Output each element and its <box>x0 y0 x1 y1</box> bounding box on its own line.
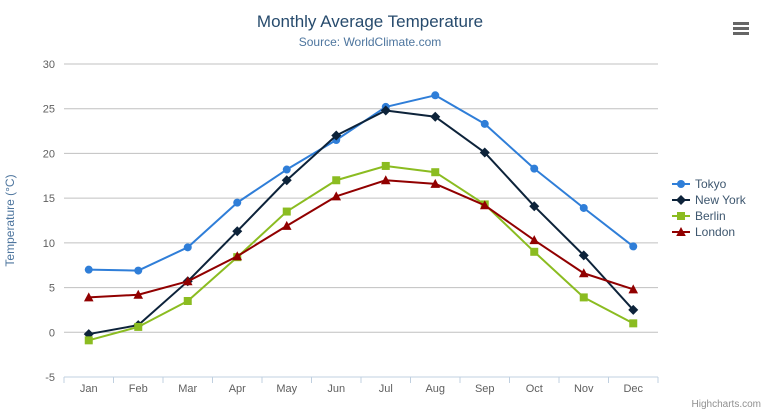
legend-marker <box>676 195 686 205</box>
series-point-london[interactable] <box>380 175 391 185</box>
series-point-berlin[interactable] <box>84 336 93 345</box>
diamond-icon <box>672 195 690 205</box>
series-point-new-york[interactable] <box>479 147 490 158</box>
series-point-tokyo[interactable] <box>282 165 291 174</box>
series-point-london[interactable] <box>281 220 292 230</box>
square-icon <box>672 212 690 220</box>
y-axis-label: -5 <box>45 372 55 384</box>
y-axis-label: 5 <box>49 283 55 295</box>
x-axis-label: Sep <box>475 383 495 395</box>
x-axis-label: Mar <box>178 383 197 395</box>
x-axis-label: Apr <box>229 383 246 395</box>
y-axis-label: 10 <box>43 238 55 250</box>
y-axis-label: 30 <box>43 59 55 71</box>
series-point-london[interactable] <box>430 178 441 188</box>
series-point-london[interactable] <box>479 200 490 210</box>
series-point-london[interactable] <box>628 284 639 294</box>
series-point-london[interactable] <box>578 268 589 278</box>
series-point-berlin[interactable] <box>431 168 440 177</box>
series-point-london[interactable] <box>133 289 144 299</box>
y-axis-label: 0 <box>49 327 55 339</box>
series-point-tokyo[interactable] <box>134 266 143 275</box>
series-point-berlin[interactable] <box>629 319 638 328</box>
chart-subtitle: Source: WorldClimate.com <box>298 35 442 49</box>
series-point-london[interactable] <box>232 251 243 261</box>
series-point-new-york[interactable] <box>232 226 243 237</box>
hamburger-icon <box>733 31 749 35</box>
y-axis-label: 25 <box>43 104 55 116</box>
legend: Tokyo New York Berlin London <box>672 176 746 240</box>
legend-label: London <box>695 225 736 239</box>
series-point-london[interactable] <box>331 191 342 201</box>
x-axis-label: Jul <box>379 383 393 395</box>
x-axis-label: Dec <box>623 383 643 395</box>
x-axis-label: Jun <box>327 383 345 395</box>
series-point-tokyo[interactable] <box>233 198 242 207</box>
y-axis-title: Temperature (°C) <box>3 174 17 266</box>
hamburger-icon <box>733 26 749 30</box>
series-point-tokyo[interactable] <box>480 119 489 128</box>
legend-item-new-york[interactable]: New York <box>672 192 746 208</box>
x-axis-label: May <box>276 383 297 395</box>
series-point-berlin[interactable] <box>282 207 291 216</box>
series-point-berlin[interactable] <box>530 247 539 256</box>
x-axis-label: Feb <box>129 383 148 395</box>
x-axis-label: Oct <box>526 383 543 395</box>
legend-label: Tokyo <box>695 177 727 191</box>
legend-marker <box>677 212 685 220</box>
legend-label: Berlin <box>695 209 726 223</box>
series-line-london <box>88 179 634 299</box>
series-point-tokyo[interactable] <box>629 242 638 251</box>
legend-marker <box>676 227 686 236</box>
series-point-new-york[interactable] <box>628 304 639 315</box>
legend-marker <box>677 180 685 188</box>
series-point-berlin[interactable] <box>579 293 588 302</box>
legend-label: New York <box>695 193 746 207</box>
triangle-icon <box>672 227 690 236</box>
credits-link[interactable]: Highcharts.com <box>691 399 761 410</box>
hamburger-icon <box>733 21 749 25</box>
circle-icon <box>672 180 690 188</box>
chart-title: Monthly Average Temperature <box>256 12 484 31</box>
series-point-new-york[interactable] <box>529 201 540 212</box>
series-point-tokyo[interactable] <box>183 243 192 252</box>
series-point-new-york[interactable] <box>331 130 342 141</box>
series-point-london[interactable] <box>83 292 94 302</box>
series-point-berlin[interactable] <box>332 176 341 185</box>
legend-item-berlin[interactable]: Berlin <box>672 208 746 224</box>
series-point-berlin[interactable] <box>381 161 390 170</box>
series-point-new-york[interactable] <box>281 175 292 186</box>
legend-item-london[interactable]: London <box>672 224 746 240</box>
y-axis-label: 20 <box>43 148 55 160</box>
series-point-tokyo[interactable] <box>530 164 539 173</box>
x-axis-label: Aug <box>425 383 445 395</box>
series-point-new-york[interactable] <box>380 105 391 116</box>
legend-item-tokyo[interactable]: Tokyo <box>672 176 746 192</box>
series-line-tokyo <box>88 94 634 272</box>
y-axis-label: 15 <box>43 193 55 205</box>
series-point-london[interactable] <box>182 276 193 286</box>
series-point-london[interactable] <box>529 235 540 245</box>
x-axis-label: Nov <box>574 383 594 395</box>
series-point-berlin[interactable] <box>134 322 143 331</box>
series-line-berlin <box>88 164 634 342</box>
series-line-new-york <box>88 109 634 336</box>
series-point-tokyo[interactable] <box>431 91 440 100</box>
series-point-new-york[interactable] <box>430 111 441 122</box>
series-point-tokyo[interactable] <box>579 203 588 212</box>
series-point-tokyo[interactable] <box>84 265 93 274</box>
series-point-new-york[interactable] <box>578 250 589 261</box>
x-axis-label: Jan <box>80 383 98 395</box>
series-point-berlin[interactable] <box>183 296 192 305</box>
export-menu-button[interactable] <box>730 18 752 38</box>
